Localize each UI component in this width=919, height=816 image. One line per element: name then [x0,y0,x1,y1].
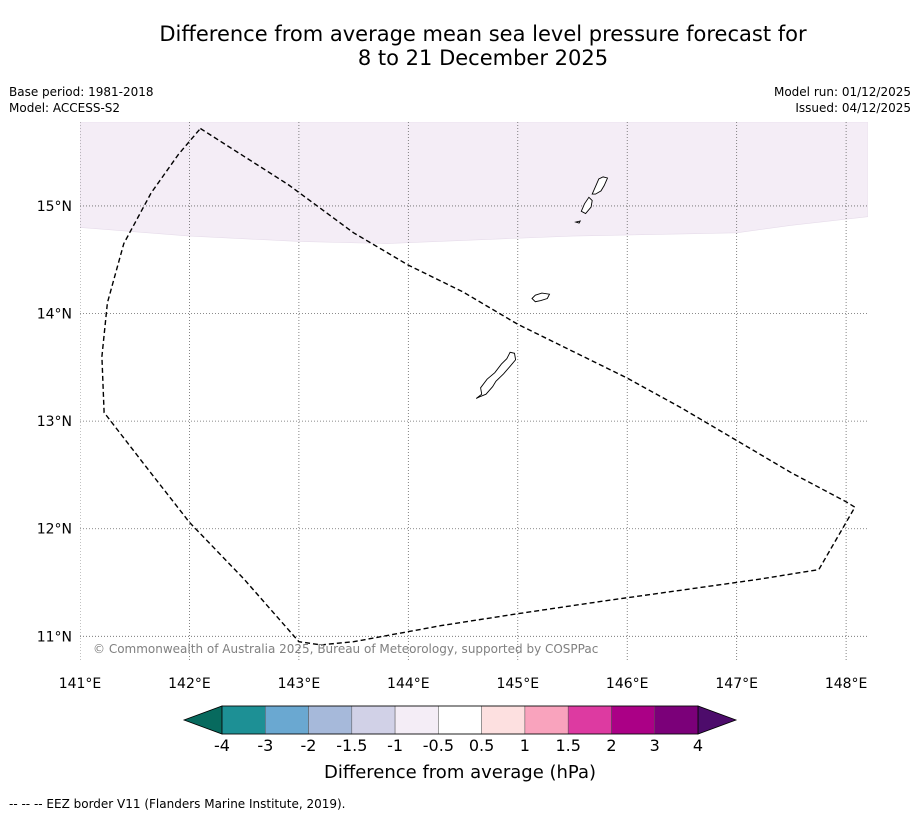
colorbar-tick-label: -2 [301,736,317,755]
eez-footnote: -- -- -- EEZ border V11 (Flanders Marine… [9,797,346,811]
colorbar-tick-label: -3 [257,736,273,755]
island-guam [475,351,517,399]
colorbar-high-extend [697,705,738,735]
island-tinian [580,196,593,215]
colorbar-title: Difference from average (hPa) [324,762,596,783]
issued-text: Issued: 04/12/2025 [795,101,911,115]
lon-tick-label: 143°E [278,676,321,692]
chart-title-line-2: 8 to 21 December 2025 [357,46,609,70]
colorbar-swatch [654,705,699,735]
lat-tick-label: 13°N [37,414,72,430]
lat-tick-label: 14°N [37,307,72,323]
colorbar-tick-label: -1 [387,736,403,755]
colorbar-swatch [524,705,569,735]
copyright-text: © Commonwealth of Australia 2025, Bureau… [93,642,598,656]
colorbar-swatch [221,705,266,735]
lon-tick-label: 141°E [59,676,102,692]
colorbar-swatch [351,705,396,735]
lat-tick-label: 12°N [37,522,72,538]
chart-title-line-1: Difference from average mean sea level p… [159,22,807,46]
colorbar-swatch [265,705,309,735]
colorbar-frame [221,705,699,735]
model-text: Model: ACCESS-S2 [9,101,121,115]
chart-title: Difference from average mean sea level p… [0,22,919,70]
island-saipan [591,176,609,195]
model-run-text: Model run: 01/12/2025 [773,85,911,99]
colorbar: -4 -3 -2 -1.5 -1 -0.5 0.5 1 1.5 2 3 4 Difference fro… [182,705,738,783]
colorbar-swatch [394,705,439,735]
base-period-text: Base period: 1981-2018 [9,85,154,99]
colorbar-tick-label: 1.5 [555,736,580,755]
colorbar-tick-label: 0.5 [469,736,494,755]
colorbar-tick-label: 2 [606,736,616,755]
lon-tick-label: 145°E [496,676,539,692]
lon-tick-label: 146°E [606,676,649,692]
lon-tick-label: 147°E [715,676,758,692]
colorbar-tick-label: 4 [693,736,703,755]
lat-tick-label: 11°N [37,629,72,645]
map-plot-area: © Commonwealth of Australia 2025, Bureau… [80,122,868,660]
lon-tick-label: 144°E [387,676,430,692]
anomaly-region-shading [80,122,868,244]
map-panel: © Commonwealth of Australia 2025, Bureau… [37,122,868,692]
colorbar-swatch [567,705,612,735]
colorbar-low-extend [182,705,223,735]
colorbar-tick-label: -0.5 [423,736,454,755]
colorbar-swatch [611,705,655,735]
lat-tick-label: 15°N [37,199,72,215]
island-rota [531,292,551,303]
colorbar-tick-label: 1 [520,736,530,755]
colorbar-swatch [481,705,526,735]
meta-right: Model run: 01/12/2025 Issued: 04/12/2025 [774,84,911,116]
colorbar-tick-label: -4 [214,736,230,755]
colorbar-swatch [438,705,482,735]
colorbar-swatch [308,705,353,735]
colorbar-tick-label: -1.5 [336,736,367,755]
lon-tick-label: 142°E [168,676,211,692]
island-aguijan [574,220,582,224]
meta-left: Base period: 1981-2018 Model: ACCESS-S2 [9,84,154,116]
lon-tick-label: 148°E [825,676,868,692]
colorbar-tick-label: 3 [650,736,660,755]
